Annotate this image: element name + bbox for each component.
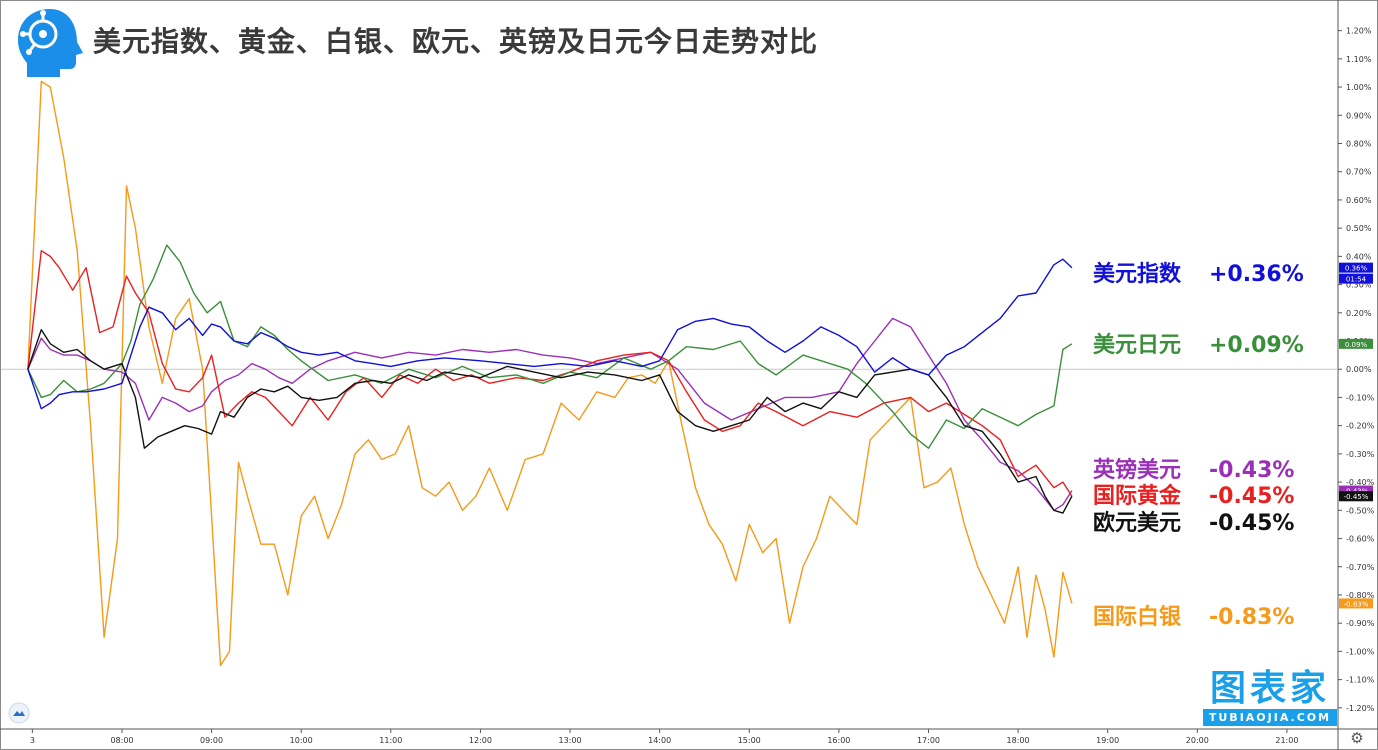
head-logo-icon xyxy=(18,9,83,77)
x-tick-label: 12:00 xyxy=(469,736,492,745)
watermark-text: 图表家 xyxy=(1209,668,1330,709)
price-label-usd-jpy: 0.09% xyxy=(1345,341,1368,349)
gear-icon[interactable]: ⚙ xyxy=(1350,729,1364,747)
legend-item-eur-usd: 欧元美元 -0.45% xyxy=(1093,505,1294,537)
price-label-bg-usd-jpy xyxy=(1339,338,1373,349)
legend-label: 欧元美元 xyxy=(1093,511,1182,536)
x-tick-label: 13:00 xyxy=(559,736,582,745)
x-tick-label: 21:00 xyxy=(1275,736,1298,745)
legend-item-silver: 国际白银 -0.83% xyxy=(1093,599,1294,631)
legend-value: -0.45% xyxy=(1209,484,1295,509)
legend-value: +0.36% xyxy=(1209,262,1304,287)
y-tick-label: -1.20% xyxy=(1346,704,1375,713)
price-label-bg-usd-index xyxy=(1339,262,1373,273)
x-tick-label: 08:00 xyxy=(110,736,133,745)
y-tick-label: 1.10% xyxy=(1346,55,1372,64)
legend-label: 国际白银 xyxy=(1093,605,1182,630)
x-tick-label: 19:00 xyxy=(1096,736,1119,745)
legend-label: 美元日元 xyxy=(1093,333,1182,358)
series-line-gbp-usd xyxy=(27,317,1073,511)
legend-value: -0.45% xyxy=(1209,511,1295,536)
x-tick-label: 14:00 xyxy=(648,736,671,745)
tradingview-logo-icon[interactable] xyxy=(8,702,30,724)
y-tick-label: 0.00% xyxy=(1346,365,1372,374)
x-tick-label: 16:00 xyxy=(827,736,850,745)
y-tick-label: -0.10% xyxy=(1346,393,1375,402)
time-label: 01:54 xyxy=(1346,276,1367,284)
legend-item-usd-index: 美元指数 +0.36% xyxy=(1093,256,1304,288)
y-tick-label: -0.20% xyxy=(1346,422,1375,431)
y-tick-label: -0.50% xyxy=(1346,506,1375,515)
x-tick-label: 17:00 xyxy=(917,736,940,745)
legend-label: 美元指数 xyxy=(1093,262,1182,287)
legend-label: 国际黄金 xyxy=(1093,484,1182,509)
price-labels: 0.36%01:540.09%-0.43%-0.45%-0.45%-0.83% xyxy=(1339,262,1373,609)
legend-value: -0.43% xyxy=(1209,458,1295,483)
y-tick-label: -0.60% xyxy=(1346,535,1375,544)
y-tick-label: 0.50% xyxy=(1346,224,1372,233)
x-tick-label: 18:00 xyxy=(1007,736,1030,745)
series-lines xyxy=(27,80,1073,667)
x-tick-label: 20:00 xyxy=(1186,736,1209,745)
series-line-gold xyxy=(27,249,1073,497)
price-label-usd-index: 0.36% xyxy=(1345,265,1368,273)
y-tick-label: -0.90% xyxy=(1346,619,1375,628)
y-tick-label: -1.10% xyxy=(1346,676,1375,685)
x-tick-label: 11:00 xyxy=(379,736,402,745)
y-tick-label: 0.60% xyxy=(1346,196,1372,205)
y-tick-label: 0.90% xyxy=(1346,111,1372,120)
y-tick-label: -0.30% xyxy=(1346,450,1375,459)
legend-label: 英镑美元 xyxy=(1093,458,1182,483)
x-tick-label: 10:00 xyxy=(290,736,313,745)
price-label-silver: -0.83% xyxy=(1344,600,1369,608)
y-tick-label: -0.80% xyxy=(1346,591,1375,600)
y-tick-label: 0.30% xyxy=(1346,281,1372,290)
x-tick-label: 15:00 xyxy=(738,736,761,745)
legend-value: -0.83% xyxy=(1209,605,1295,630)
y-tick-label: -0.40% xyxy=(1346,478,1375,487)
y-tick-label: 0.70% xyxy=(1346,168,1372,177)
legend-item-gold: 国际黄金 -0.45% xyxy=(1093,478,1294,510)
legend-item-gbp-usd: 英镑美元 -0.43% xyxy=(1093,452,1294,484)
price-label-eur-usd: -0.45% xyxy=(1344,493,1369,501)
price-label-bg-silver xyxy=(1339,598,1373,609)
x-tick-label: 09:00 xyxy=(200,736,223,745)
y-tick-label: 1.20% xyxy=(1346,27,1372,36)
watermark-url: TUBIAOJIA.COM xyxy=(1203,709,1337,726)
price-label-bg-gbp-usd xyxy=(1339,485,1373,496)
y-tick-label: -1.00% xyxy=(1346,647,1375,656)
series-line-silver xyxy=(27,80,1073,667)
time-label-bg xyxy=(1339,273,1373,284)
x-tick-label: 3 xyxy=(30,736,35,745)
watermark-logo: 图表家 TUBIAOJIA.COM xyxy=(1203,668,1337,726)
y-tick-label: 1.00% xyxy=(1346,83,1372,92)
y-tick-label: 0.20% xyxy=(1346,309,1372,318)
y-tick-label: -0.70% xyxy=(1346,563,1375,572)
price-label-bg-eur-usd xyxy=(1339,491,1373,502)
series-line-usd-index xyxy=(27,258,1073,410)
page-title: 美元指数、黄金、白银、欧元、英镑及日元今日走势对比 xyxy=(93,25,819,58)
series-line-usd-jpy xyxy=(27,244,1073,449)
legend-item-usd-jpy: 美元日元 +0.09% xyxy=(1093,327,1304,359)
series-line-eur-usd xyxy=(27,329,1073,514)
legend-value: +0.09% xyxy=(1209,333,1304,358)
y-tick-label: 0.80% xyxy=(1346,139,1372,148)
y-tick-label: 0.40% xyxy=(1346,252,1372,261)
